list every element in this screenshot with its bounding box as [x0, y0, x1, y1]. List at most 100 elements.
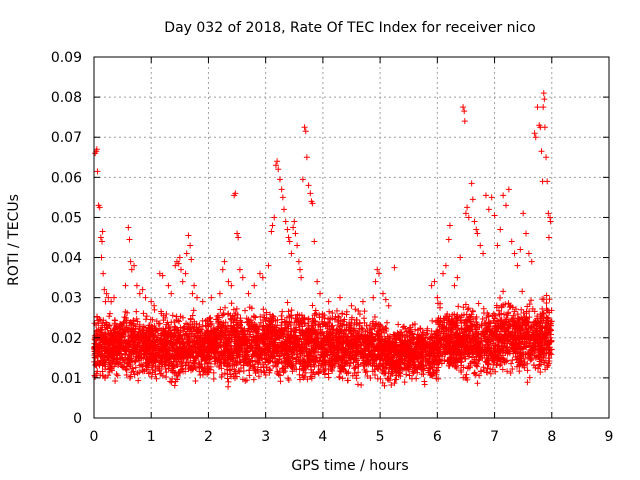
data-point [191, 360, 198, 367]
data-point [189, 330, 196, 337]
data-point [326, 308, 333, 315]
data-point [161, 340, 168, 347]
data-point [106, 310, 113, 317]
data-point [143, 341, 150, 348]
data-point [284, 299, 291, 306]
data-point [94, 317, 101, 324]
data-point [136, 325, 143, 332]
data-point [99, 322, 106, 329]
data-point [162, 365, 169, 372]
data-point [181, 342, 188, 349]
data-point [135, 336, 142, 343]
data-point [186, 336, 193, 343]
data-point [189, 349, 196, 356]
data-point [124, 341, 131, 348]
data-point [237, 317, 244, 324]
data-point [116, 359, 123, 366]
data-point [395, 321, 402, 328]
data-point [172, 339, 179, 346]
data-point [179, 314, 186, 321]
data-point [124, 328, 131, 335]
data-point [401, 379, 408, 386]
data-point [135, 377, 142, 384]
data-point [168, 367, 175, 374]
data-point [96, 360, 103, 367]
data-point [187, 316, 194, 323]
data-point [255, 373, 262, 380]
data-point [260, 306, 267, 313]
data-point [99, 368, 106, 375]
data-point [97, 333, 104, 340]
data-point [104, 345, 111, 352]
data-point [141, 347, 148, 354]
data-point [118, 334, 125, 341]
data-point [336, 373, 343, 380]
data-point [180, 328, 187, 335]
data-point [149, 356, 156, 363]
data-point [246, 304, 253, 311]
data-point [140, 323, 147, 330]
data-point [475, 300, 482, 307]
data-point [195, 349, 202, 356]
data-point [182, 362, 189, 369]
data-point [107, 335, 114, 342]
data-point [156, 345, 163, 352]
data-point [129, 365, 136, 372]
data-point [196, 364, 203, 371]
data-point [92, 362, 99, 369]
data-point [140, 333, 147, 340]
data-point [130, 338, 137, 345]
data-point [202, 322, 209, 329]
data-point [168, 379, 175, 386]
data-point [174, 372, 181, 379]
data-point [392, 376, 399, 383]
data-point [309, 302, 316, 309]
data-point [156, 320, 163, 327]
data-point [175, 317, 182, 324]
data-point [181, 323, 188, 330]
data-point [127, 325, 134, 332]
data-point [156, 365, 163, 372]
data-point [474, 380, 481, 387]
data-point [175, 329, 182, 336]
data-point [210, 369, 217, 376]
data-point [312, 307, 319, 314]
data-point [169, 345, 176, 352]
data-point [199, 317, 206, 324]
data-point [126, 358, 133, 365]
data-point [141, 368, 148, 375]
data-point [352, 306, 359, 313]
data-point [288, 307, 295, 314]
data-point [191, 333, 198, 340]
data-point [140, 310, 147, 317]
data-point [174, 346, 181, 353]
data-point [165, 329, 172, 336]
data-point [116, 339, 123, 346]
data-point [233, 305, 240, 312]
data-point [94, 313, 101, 320]
data-point [162, 325, 169, 332]
data-point [172, 324, 179, 331]
data-point [107, 363, 114, 370]
data-point [176, 341, 183, 348]
data-point [157, 341, 164, 348]
data-point [139, 338, 146, 345]
data-point [189, 312, 196, 319]
data-point [163, 369, 170, 376]
data-point [155, 353, 162, 360]
data-point [165, 362, 172, 369]
data-point [163, 348, 170, 355]
data-point [252, 314, 259, 321]
data-point [171, 323, 178, 330]
data-point [132, 330, 139, 337]
data-point [122, 352, 129, 359]
data-point [96, 360, 103, 367]
data-point [115, 328, 122, 335]
data-point [247, 363, 254, 370]
data-points [91, 90, 555, 390]
data-point [186, 346, 193, 353]
data-point [92, 348, 99, 355]
data-point [171, 362, 178, 369]
data-point [91, 354, 98, 361]
data-point [190, 307, 197, 314]
